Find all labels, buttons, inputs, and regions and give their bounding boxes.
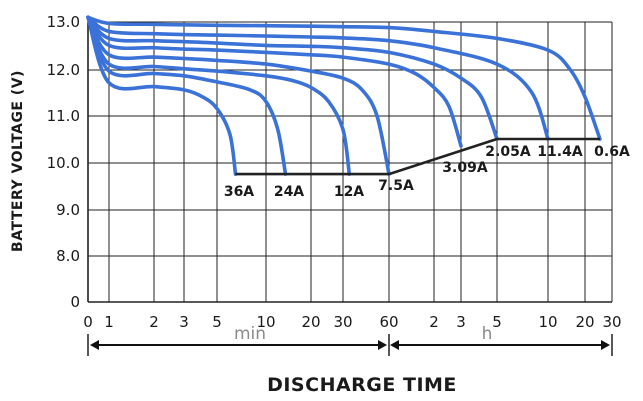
x-tick-label: 2	[429, 313, 439, 331]
curve-12A	[86, 15, 352, 176]
x-tick-labels: 0 1 2 3 5 10 20 30 60 2 3 5 10 20 30	[83, 313, 621, 331]
x-tick-label: 30	[333, 313, 352, 331]
curve-24A	[86, 15, 288, 176]
series-label-12A: 12A	[334, 184, 364, 200]
min-arrow-right	[378, 340, 387, 350]
x-tick-label: 5	[212, 313, 222, 331]
y-tick-label: 13.0	[47, 13, 80, 31]
series-label-7.5A: 7.5A	[378, 178, 414, 194]
series-label-0.6A: 0.6A	[594, 144, 630, 160]
curve-36A	[86, 15, 238, 176]
curve-7.5A	[86, 15, 391, 176]
grid	[87, 21, 613, 303]
curve-2.05A	[86, 15, 499, 141]
y-tick-label: 11.0	[47, 107, 80, 125]
x-tick-label: 10	[256, 313, 275, 331]
curve-11.4A	[86, 15, 550, 141]
series-label-3.09A: 3.09A	[442, 160, 488, 176]
y-tick-label: 10.0	[47, 154, 80, 172]
y-tick-labels: 0 8.0 9.0 10.0 11.0 12.0 13.0	[47, 13, 80, 311]
curve-3.09A	[86, 15, 463, 148]
x-tick-label: 10	[538, 313, 557, 331]
x-tick-label: 0	[83, 313, 93, 331]
x-tick-label: 3	[179, 313, 189, 331]
x-tick-label: 2	[149, 313, 159, 331]
curve-0.6A	[86, 15, 602, 141]
y-tick-label: 12.0	[47, 61, 80, 79]
cutoff-line	[235, 137, 600, 176]
x-tick-label: 3	[456, 313, 466, 331]
x-tick-label: 20	[575, 313, 594, 331]
unit-min-label: min	[234, 324, 266, 344]
h-arrow-left	[390, 340, 399, 350]
series-label-36A: 36A	[224, 184, 254, 200]
y-tick-label: 8.0	[56, 247, 80, 265]
min-arrow-left	[90, 340, 99, 350]
series-label-2.05A: 2.05A	[485, 144, 531, 160]
y-axis-label: BATTERY VOLTAGE (V)	[10, 70, 26, 252]
h-arrow-right	[601, 340, 610, 350]
series-label-11.4A: 11.4A	[537, 144, 583, 160]
x-axis-label: DISCHARGE TIME	[267, 374, 457, 396]
y-tick-label: 0	[70, 293, 80, 311]
x-tick-label: 5	[492, 313, 502, 331]
x-tick-label: 30	[602, 313, 621, 331]
x-tick-label: 60	[379, 313, 398, 331]
y-tick-label: 9.0	[56, 201, 80, 219]
x-tick-label: 1	[104, 313, 114, 331]
series-label-24A: 24A	[274, 184, 304, 200]
time-units: min h	[87, 324, 613, 356]
series-curves	[86, 15, 602, 176]
x-tick-label: 20	[301, 313, 320, 331]
unit-h-label: h	[482, 324, 493, 344]
